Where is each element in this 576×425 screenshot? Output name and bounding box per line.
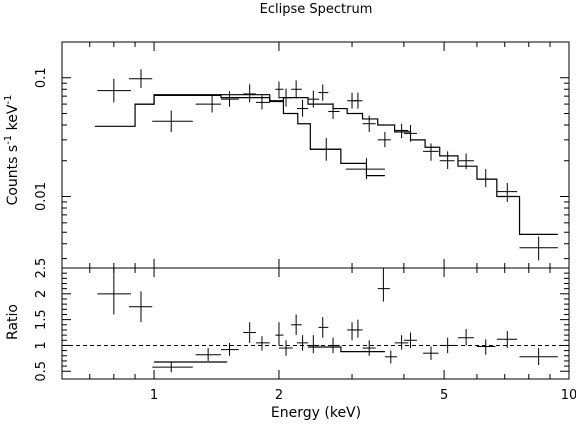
data-point xyxy=(347,322,357,341)
spectrum-data-points xyxy=(97,69,558,261)
data-point xyxy=(152,361,193,373)
data-point xyxy=(97,78,132,103)
data-point xyxy=(457,328,474,346)
ratio-data-points xyxy=(97,268,558,373)
data-point xyxy=(296,99,309,117)
data-point xyxy=(318,84,329,101)
data-point xyxy=(423,346,439,360)
data-point xyxy=(195,94,222,113)
data-point xyxy=(394,123,409,139)
data-point xyxy=(457,153,474,170)
data-point xyxy=(291,314,302,336)
data-point xyxy=(353,92,363,109)
data-point xyxy=(328,103,340,119)
data-point xyxy=(97,268,132,315)
data-point xyxy=(403,332,417,349)
data-point xyxy=(195,348,222,361)
x-axis-label: Energy (keV) xyxy=(271,405,361,421)
y-tick-label: 2 xyxy=(34,290,49,298)
data-point xyxy=(243,84,256,103)
x-tick-label: 2 xyxy=(275,388,283,403)
y-tick-label: 0.1 xyxy=(34,67,49,88)
data-point xyxy=(221,342,239,356)
data-point xyxy=(496,330,518,349)
data-point xyxy=(362,115,376,132)
y-tick-label: 0.5 xyxy=(34,361,49,382)
spectrum-panel-frame xyxy=(61,41,570,269)
ratio-tick-labels: 1 2 5 10 0.5 1 1.5 2 2.5 xyxy=(34,258,576,403)
data-point xyxy=(278,340,293,356)
data-point xyxy=(345,158,385,180)
x-tick-label: 5 xyxy=(440,388,448,403)
data-point xyxy=(255,336,270,351)
data-point xyxy=(152,110,193,132)
data-point xyxy=(423,143,439,161)
model-step-line xyxy=(94,94,558,235)
data-point xyxy=(275,322,284,346)
data-point xyxy=(255,95,270,110)
data-point xyxy=(362,340,376,356)
data-point xyxy=(377,131,391,148)
data-point xyxy=(275,81,284,99)
spectrum-panel: 0.01 0.1 Counts s-1 keV-1 xyxy=(3,41,570,269)
data-point xyxy=(384,350,397,364)
model-step-line xyxy=(154,346,385,363)
data-point xyxy=(221,91,239,107)
data-point xyxy=(308,90,320,108)
spectrum-model-steps xyxy=(94,94,558,235)
model-step-line xyxy=(135,94,385,177)
ratio-model-steps xyxy=(154,346,385,363)
data-point xyxy=(353,319,363,338)
ratio-panel-frame xyxy=(61,267,570,380)
data-point xyxy=(128,69,153,88)
data-point xyxy=(439,337,455,354)
ratio-ticks xyxy=(61,267,570,379)
spectrum-y-axis-label: Counts s-1 keV-1 xyxy=(3,95,21,206)
y-tick-label: 1 xyxy=(34,341,49,349)
spectrum-ticks xyxy=(61,41,570,268)
data-point xyxy=(296,335,309,351)
data-point xyxy=(403,125,417,142)
data-point xyxy=(377,268,390,302)
data-point xyxy=(128,291,153,323)
data-point xyxy=(519,348,558,366)
data-point xyxy=(308,335,320,354)
data-point xyxy=(318,317,329,338)
x-tick-label: 1 xyxy=(150,388,158,403)
x-tick-label: 10 xyxy=(561,388,576,403)
chart-title: Eclipse Spectrum xyxy=(260,2,373,17)
data-point xyxy=(476,169,496,188)
ratio-panel: 1 2 5 10 0.5 1 1.5 2 2.5 Ratio xyxy=(5,258,576,403)
data-point xyxy=(439,151,455,170)
data-point xyxy=(291,80,302,99)
data-point xyxy=(328,337,340,354)
data-point xyxy=(310,138,341,161)
y-tick-label: 2.5 xyxy=(34,258,49,279)
spectrum-tick-labels: 0.01 0.1 xyxy=(34,67,49,211)
data-point xyxy=(496,182,518,202)
y-tick-label: 1.5 xyxy=(34,309,49,330)
ratio-y-axis-label: Ratio xyxy=(5,304,21,340)
data-point xyxy=(519,236,558,261)
y-tick-label: 0.01 xyxy=(34,182,49,211)
data-point xyxy=(394,335,409,350)
data-point xyxy=(278,88,293,107)
data-point xyxy=(476,339,496,355)
data-point xyxy=(243,322,256,343)
